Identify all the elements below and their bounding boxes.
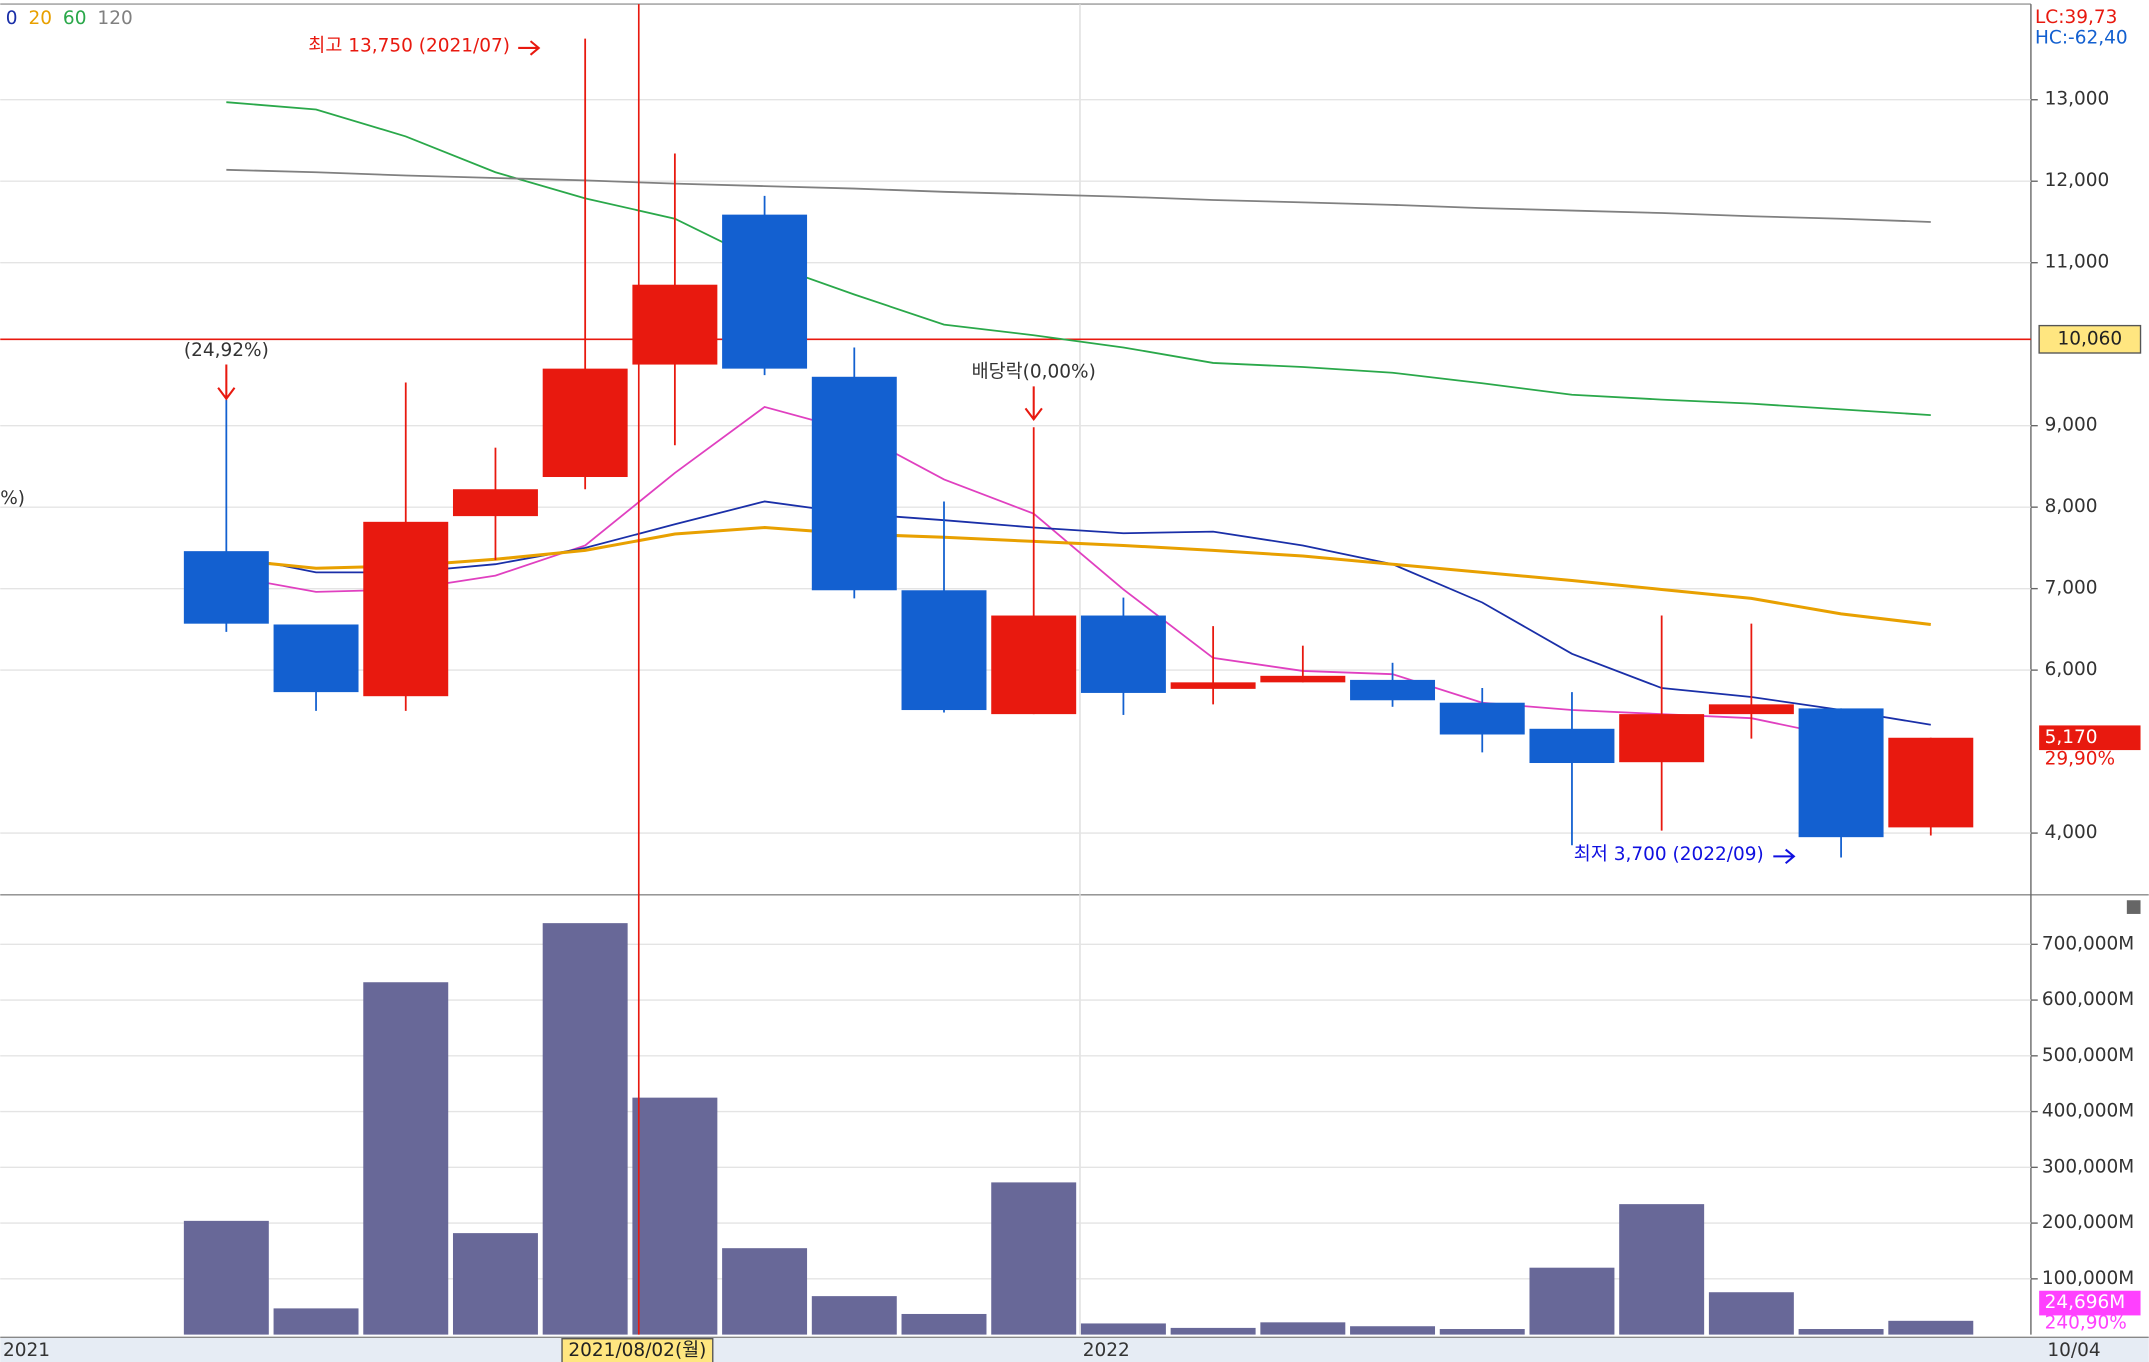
moving-average-line [226, 500, 1931, 726]
high-arrow [518, 40, 541, 56]
volume-bar [363, 982, 449, 1335]
candle-body [1260, 675, 1346, 683]
volume-bar [542, 923, 628, 1335]
dividend-annotation: 배당락(0,00%) [972, 362, 1096, 383]
last-price-box [2039, 725, 2141, 751]
y-tick-label: 500,000M [2042, 1045, 2134, 1066]
volume-bar [1260, 1322, 1346, 1335]
crosshair-price-box [2038, 324, 2142, 354]
crosshair-date-label: 2021/08/02(월) [568, 1340, 706, 1361]
high-annotation: 최고 13,750 (2021/07) [308, 36, 510, 57]
y-tick-label: 11,000 [2045, 252, 2110, 273]
low-annotation: 최저 3,700 (2022/09) [1574, 844, 1764, 865]
volume-bar [1708, 1292, 1794, 1335]
volume-bar [1170, 1327, 1256, 1335]
volume-bar [1080, 1323, 1166, 1335]
candle-body [1080, 615, 1166, 693]
plot: 0 20 60 120 최고 13,750 (2021/07) 최저 3,700 (202… [0, 8, 2031, 1335]
y-tick-label: 13,000 [2045, 89, 2110, 110]
axis: 4,000 6,000 7,000 8,000 9,000 11,000 12,000 13,… [3, 4, 2142, 1362]
candle-body [273, 624, 359, 693]
x-tick-label: 2021 [3, 1340, 50, 1361]
y-tick-label: 8,000 [2045, 496, 2098, 517]
pane-icon [2126, 900, 2141, 914]
last-price-label: 5,170 [2045, 727, 2098, 748]
crosshair-price-label: 10,060 [2057, 328, 2122, 349]
y-tick-label: 300,000M [2042, 1156, 2134, 1177]
candle-body [1798, 708, 1884, 838]
volume-bar [901, 1313, 987, 1335]
volume-bar [1529, 1267, 1615, 1335]
candle-body [1350, 679, 1436, 701]
crosshair-date-box [561, 1338, 714, 1362]
moving-average-line [226, 101, 1931, 416]
last-change-label: 29,90% [2045, 749, 2115, 770]
x-axis-strip [0, 1337, 2149, 1362]
y-tick-label: 200,000M [2042, 1212, 2134, 1233]
x-tick-label: 2022 [1083, 1340, 1130, 1361]
hc-label: HC:-62,40 [2035, 27, 2128, 48]
candle-body [811, 376, 897, 591]
volume-bar [1798, 1329, 1884, 1335]
lc-label: LC:39,73 [2035, 7, 2117, 28]
last-volume-box [2039, 1290, 2141, 1316]
candle-body [542, 368, 628, 478]
low-arrow [1773, 848, 1796, 865]
volume-bar [452, 1233, 538, 1335]
y-tick-label: 700,000M [2042, 933, 2134, 954]
y-tick-label: 6,000 [2045, 659, 2098, 680]
rate-annotation: (24,92%) [184, 340, 269, 361]
legend-entry: 0 [6, 8, 18, 29]
volume-ratio-label: 240,90% [2045, 1313, 2127, 1334]
candle-body [183, 551, 269, 624]
candle-body [1708, 704, 1794, 715]
candle-body [363, 521, 449, 697]
last-volume-label: 24,696M [2045, 1292, 2126, 1313]
candle-body [632, 284, 718, 365]
candle-body [901, 590, 987, 711]
volume-bar [811, 1296, 897, 1335]
y-tick-label: 7,000 [2045, 578, 2098, 599]
volume-bar [722, 1248, 808, 1335]
candle-body [722, 214, 808, 369]
y-tick-label: 100,000M [2042, 1268, 2134, 1289]
candle-body [1170, 682, 1256, 689]
candle-body [991, 615, 1077, 715]
legend-entry: 60 [63, 8, 87, 29]
volume-bar [991, 1182, 1077, 1335]
volume-bar [1888, 1320, 1974, 1335]
candle-body [452, 489, 538, 517]
volume-bar [1439, 1329, 1525, 1335]
volume-bar [632, 1097, 718, 1335]
rate-arrow [217, 364, 236, 401]
volume-bar [273, 1308, 359, 1335]
moving-average-line [226, 168, 1931, 223]
x-tick-label: 10/04 [2047, 1340, 2100, 1361]
candle-body [1619, 714, 1705, 763]
cut-annotation: %) [0, 488, 25, 509]
y-tick-label: 400,000M [2042, 1101, 2134, 1122]
volume-bar [1350, 1326, 1436, 1335]
legend-entry: 20 [28, 8, 52, 29]
volume-bar [1619, 1204, 1705, 1335]
candle-body [1529, 728, 1615, 764]
volume-bar [183, 1220, 269, 1335]
y-tick-label: 12,000 [2045, 170, 2110, 191]
moving-average-line [226, 526, 1931, 626]
candle-body [1439, 702, 1525, 735]
y-tick-label: 9,000 [2045, 415, 2098, 436]
dividend-arrow [1024, 386, 1043, 422]
candle-body [1888, 737, 1974, 828]
legend-entry: 120 [97, 8, 132, 29]
y-tick-label: 4,000 [2045, 822, 2098, 843]
y-tick-label: 600,000M [2042, 989, 2134, 1010]
